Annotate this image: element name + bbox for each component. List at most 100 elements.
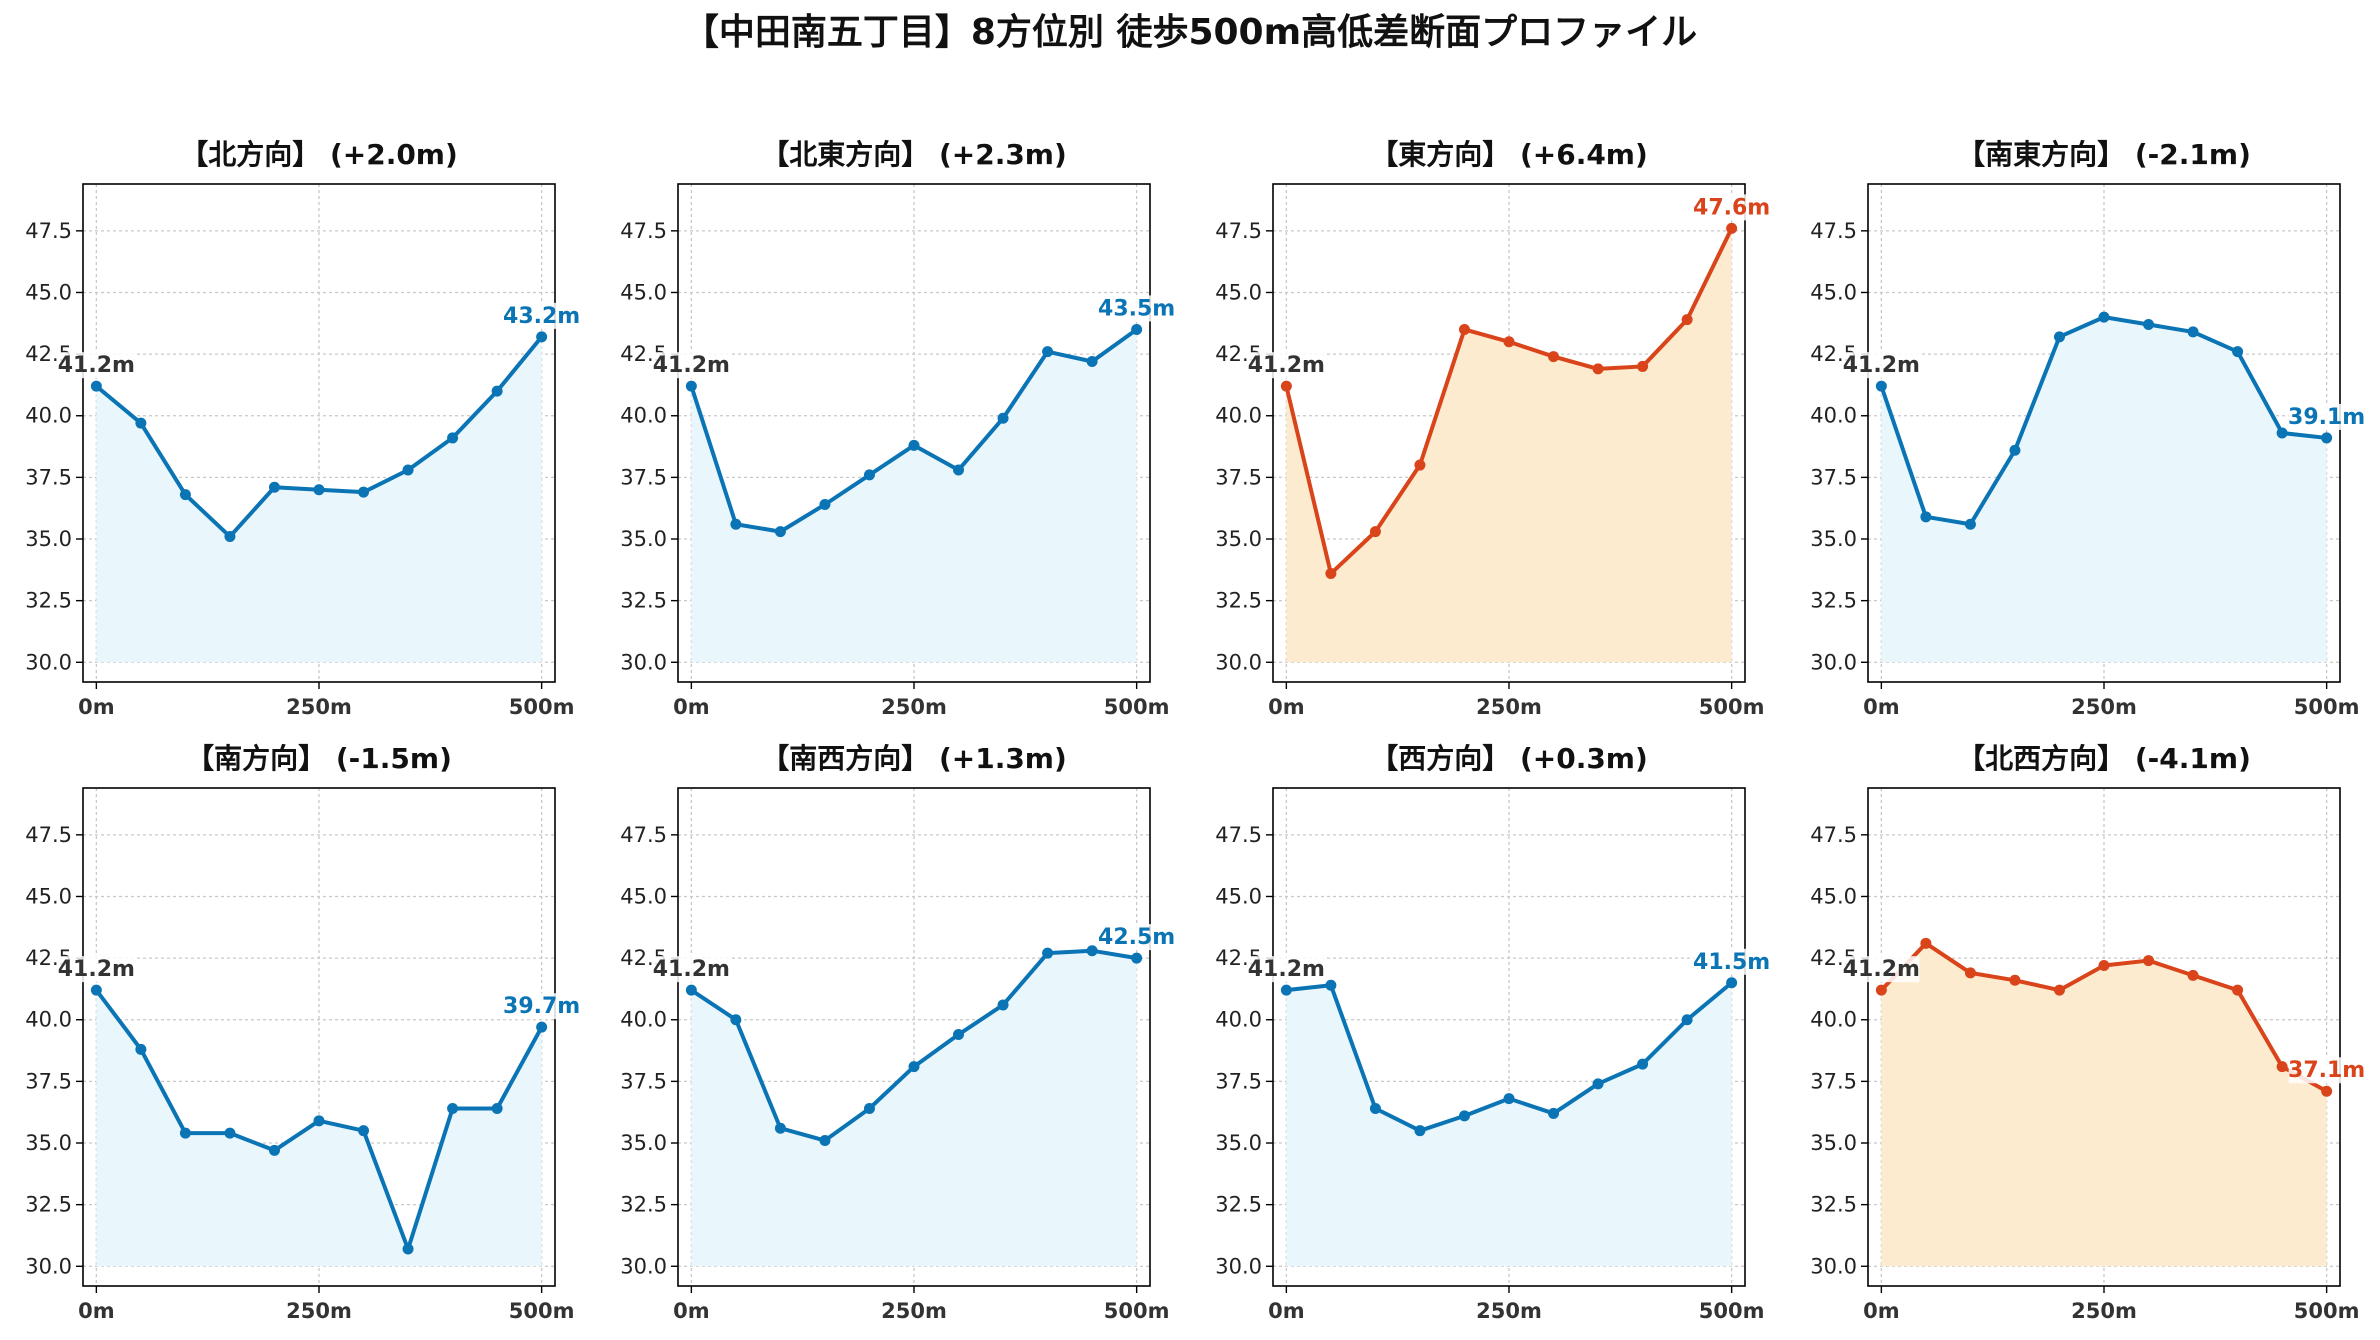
x-tick-label: 0m	[1863, 695, 1900, 719]
series-area	[691, 329, 1137, 663]
data-point	[2098, 311, 2110, 323]
start-elevation-label: 41.2m	[653, 957, 730, 982]
y-tick-label: 30.0	[1810, 650, 1857, 674]
data-point	[730, 518, 742, 530]
data-point	[1458, 323, 1470, 335]
data-point	[402, 1243, 414, 1255]
start-label-bg	[58, 352, 135, 379]
data-point	[1726, 222, 1738, 234]
data-point	[358, 1125, 370, 1137]
data-point	[1414, 1125, 1426, 1137]
data-point	[997, 999, 1009, 1011]
panel-title: 【北方向】 (+2.0m)	[180, 138, 458, 171]
y-tick-label: 40.0	[1215, 1008, 1262, 1032]
end-elevation-label: 43.2m	[503, 304, 580, 329]
data-point	[358, 486, 370, 498]
y-tick-label: 37.5	[1810, 465, 1857, 489]
x-tick-label: 0m	[673, 1299, 710, 1323]
end-elevation-label: 39.7m	[503, 994, 580, 1019]
data-point	[1681, 314, 1693, 326]
start-elevation-label: 41.2m	[1843, 957, 1920, 982]
start-label-bg	[1248, 956, 1325, 983]
y-tick-label: 37.5	[1810, 1069, 1857, 1093]
data-point	[2187, 326, 2199, 338]
data-point	[2232, 984, 2244, 996]
data-point	[2321, 432, 2333, 444]
y-tick-label: 35.0	[620, 1131, 667, 1155]
y-tick-label: 32.5	[25, 589, 72, 613]
data-point	[1369, 526, 1381, 538]
end-label-bg	[2288, 403, 2365, 430]
data-point	[2053, 984, 2065, 996]
data-point	[2276, 427, 2288, 439]
x-tick-label: 0m	[1268, 695, 1305, 719]
series-area	[691, 950, 1137, 1267]
data-point	[2143, 955, 2155, 967]
data-point	[1875, 380, 1887, 392]
data-point	[1131, 323, 1143, 335]
panels-grid: 【北方向】 (+2.0m)30.032.535.037.540.042.545.…	[25, 138, 2365, 1323]
data-point	[268, 481, 280, 493]
end-label-bg	[2288, 1057, 2365, 1084]
start-label-bg	[1843, 352, 1920, 379]
data-point	[1592, 363, 1604, 375]
data-point	[2009, 444, 2021, 456]
y-tick-label: 45.0	[25, 280, 72, 304]
data-point	[730, 1014, 742, 1026]
data-point	[2098, 960, 2110, 972]
x-tick-label: 500m	[2294, 1299, 2360, 1323]
data-point	[774, 1122, 786, 1134]
series-area	[96, 336, 542, 663]
data-point	[268, 1144, 280, 1156]
data-point	[1042, 947, 1054, 959]
y-tick-label: 47.5	[1215, 219, 1262, 243]
y-tick-label: 35.0	[25, 527, 72, 551]
end-label-bg	[1098, 924, 1175, 951]
y-tick-label: 35.0	[25, 1131, 72, 1155]
panel-6: 【南西方向】 (+1.3m)30.032.535.037.540.042.545…	[620, 742, 1175, 1323]
panel-title: 【東方向】 (+6.4m)	[1370, 138, 1648, 171]
y-tick-label: 35.0	[1810, 527, 1857, 551]
panel-7: 【西方向】 (+0.3m)30.032.535.037.540.042.545.…	[1215, 742, 1770, 1323]
x-tick-label: 250m	[1476, 695, 1542, 719]
data-point	[1681, 1014, 1693, 1026]
data-point	[2009, 974, 2021, 986]
data-point	[1592, 1078, 1604, 1090]
end-label-bg	[1098, 295, 1175, 322]
start-elevation-label: 41.2m	[58, 353, 135, 378]
data-point	[447, 432, 459, 444]
data-point	[1920, 937, 1932, 949]
end-label-bg	[503, 302, 580, 329]
end-elevation-label: 37.1m	[2288, 1058, 2365, 1083]
start-elevation-label: 41.2m	[653, 353, 730, 378]
y-tick-label: 35.0	[620, 527, 667, 551]
end-label-bg	[503, 993, 580, 1020]
y-tick-label: 40.0	[1215, 404, 1262, 428]
x-tick-label: 500m	[1104, 1299, 1170, 1323]
y-tick-label: 30.0	[25, 1254, 72, 1278]
data-point	[90, 380, 102, 392]
data-point	[1414, 459, 1426, 471]
panel-3: 【東方向】 (+6.4m)30.032.535.037.540.042.545.…	[1215, 138, 1770, 719]
y-tick-label: 47.5	[620, 823, 667, 847]
y-tick-label: 47.5	[25, 823, 72, 847]
data-point	[491, 385, 503, 397]
data-point	[1369, 1102, 1381, 1114]
data-point	[2232, 346, 2244, 358]
data-point	[1325, 979, 1337, 991]
data-point	[1548, 351, 1560, 363]
x-tick-label: 500m	[1699, 1299, 1765, 1323]
data-point	[2053, 331, 2065, 343]
data-point	[1458, 1110, 1470, 1122]
y-tick-label: 40.0	[25, 1008, 72, 1032]
data-point	[1503, 336, 1515, 348]
data-point	[953, 1029, 965, 1041]
x-tick-label: 250m	[286, 1299, 352, 1323]
series-area	[1881, 317, 2327, 663]
data-point	[1086, 945, 1098, 957]
data-point	[863, 1102, 875, 1114]
data-point	[90, 984, 102, 996]
data-point	[135, 1043, 147, 1055]
series-area	[1286, 982, 1732, 1267]
data-point	[685, 984, 697, 996]
